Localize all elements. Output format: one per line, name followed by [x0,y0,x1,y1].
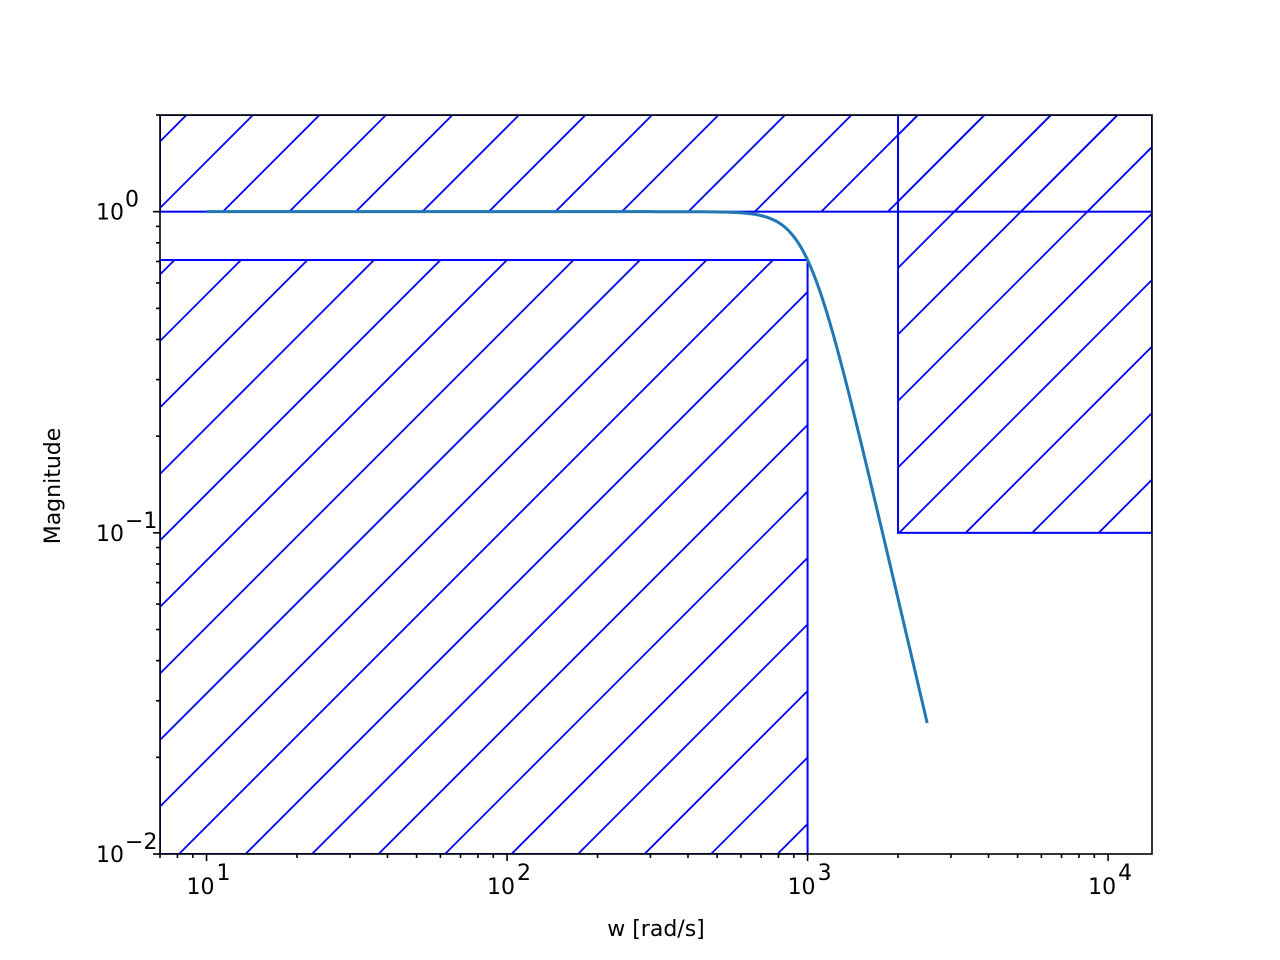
constraint-region-2 [160,259,809,854]
x-tick-label: 10 [788,875,816,900]
y-axis-title: Magnitude [41,428,66,545]
x-tick-label: 10 [1088,875,1116,900]
y-tick-label: 10 [96,522,124,547]
series-layer [206,210,929,724]
x-tick-exponent: 4 [1118,861,1132,886]
x-tick-label: 10 [487,875,515,900]
y-tick-exponent: −1 [125,509,157,534]
hatch-lines [898,115,1152,533]
hatch-lines [160,260,808,854]
x-tick-label: 10 [187,875,215,900]
y-tick-exponent: −2 [125,830,157,855]
series-line-1 [206,210,929,724]
x-tick-exponent: 2 [517,861,531,886]
x-tick-exponent: 1 [217,861,231,886]
y-tick-label: 10 [96,201,124,226]
constraint-region-1 [160,115,1152,213]
plot-frame [159,114,1153,855]
y-tick-label: 10 [96,843,124,868]
y-tick-exponent: 0 [125,188,139,213]
hatch-lines [160,115,1152,212]
constraint-outline [160,259,809,854]
x-axis-title: w [rad/s] [607,917,705,942]
constraint-regions [160,115,1152,854]
x-tick-exponent: 3 [818,861,832,886]
constraint-outline [897,115,1152,534]
constraint-region-3 [897,115,1152,534]
